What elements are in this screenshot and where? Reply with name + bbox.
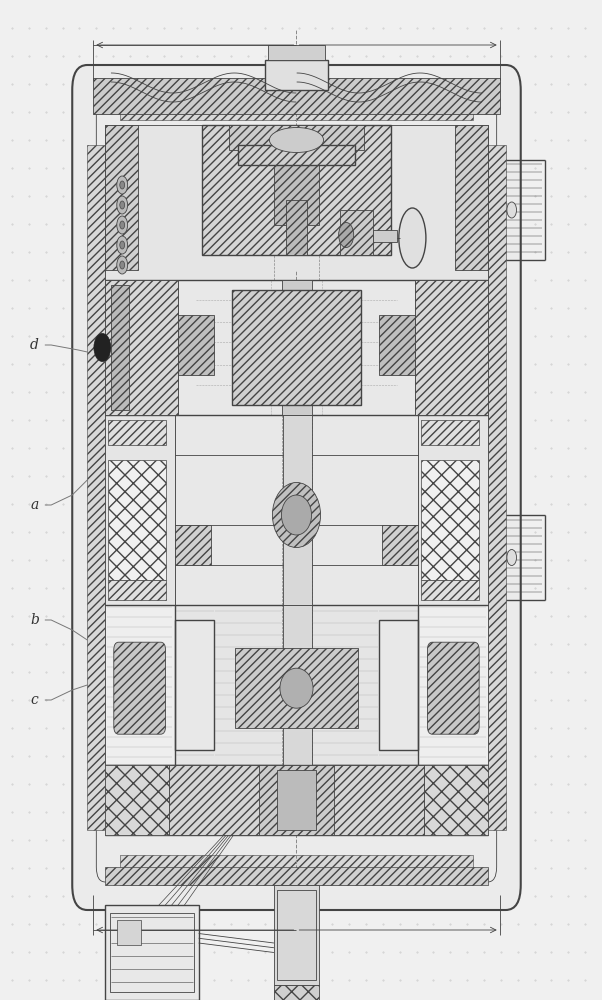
Bar <box>229 125 364 150</box>
Bar <box>105 905 199 1000</box>
Bar <box>274 985 319 1000</box>
Bar <box>379 620 418 750</box>
Bar <box>105 765 488 835</box>
Bar <box>283 415 312 605</box>
Bar <box>421 420 479 445</box>
Circle shape <box>120 241 125 249</box>
Ellipse shape <box>273 483 320 548</box>
Bar <box>235 648 358 728</box>
Bar <box>283 605 312 765</box>
Bar <box>105 867 488 885</box>
Bar <box>105 415 175 605</box>
Circle shape <box>94 334 111 361</box>
FancyBboxPatch shape <box>427 642 479 734</box>
Circle shape <box>507 550 517 566</box>
Bar <box>93 78 500 114</box>
Text: a: a <box>30 498 39 512</box>
Circle shape <box>117 196 128 214</box>
Bar <box>379 315 415 375</box>
Circle shape <box>120 221 125 229</box>
Bar <box>265 60 328 90</box>
Bar <box>238 145 355 165</box>
Bar <box>418 415 488 605</box>
Bar <box>488 145 506 830</box>
Bar <box>105 280 178 415</box>
Bar <box>373 230 397 242</box>
Bar <box>120 855 473 885</box>
Circle shape <box>120 201 125 209</box>
Bar <box>277 890 316 980</box>
Bar <box>169 765 424 835</box>
Bar <box>340 210 373 255</box>
Text: b: b <box>30 613 39 627</box>
Bar <box>108 420 166 445</box>
Bar <box>415 280 488 415</box>
Text: d: d <box>30 338 39 352</box>
Circle shape <box>120 181 125 189</box>
Bar <box>277 770 316 830</box>
Circle shape <box>120 261 125 269</box>
Bar <box>274 165 319 225</box>
Bar <box>282 280 312 415</box>
Bar <box>175 415 418 605</box>
FancyBboxPatch shape <box>72 65 521 910</box>
Bar <box>110 913 194 992</box>
Bar <box>105 125 138 270</box>
Bar <box>87 145 105 830</box>
Bar <box>178 280 415 415</box>
FancyBboxPatch shape <box>114 642 166 734</box>
Bar <box>421 580 479 600</box>
Bar <box>108 460 166 580</box>
Polygon shape <box>382 525 418 565</box>
Circle shape <box>117 176 128 194</box>
Ellipse shape <box>338 223 353 247</box>
Bar <box>117 920 141 945</box>
Bar <box>424 765 488 835</box>
Bar <box>421 460 479 580</box>
Bar <box>175 605 418 765</box>
Bar <box>111 285 129 410</box>
Circle shape <box>117 236 128 254</box>
Bar <box>418 605 488 765</box>
Bar <box>105 605 175 765</box>
Bar <box>175 620 214 750</box>
Ellipse shape <box>280 668 313 708</box>
Text: c: c <box>30 693 38 707</box>
Bar <box>286 200 307 255</box>
Bar <box>259 765 334 835</box>
Ellipse shape <box>399 208 426 268</box>
Circle shape <box>507 202 517 218</box>
Bar <box>178 315 214 375</box>
Bar <box>105 125 488 280</box>
Ellipse shape <box>270 127 324 152</box>
Circle shape <box>117 216 128 234</box>
Bar <box>268 45 325 60</box>
Circle shape <box>117 256 128 274</box>
Polygon shape <box>268 140 325 165</box>
Bar <box>455 125 488 270</box>
Bar <box>202 125 391 255</box>
Bar <box>232 290 361 405</box>
Bar <box>274 885 319 985</box>
Bar <box>105 765 169 835</box>
Bar <box>120 90 473 120</box>
Ellipse shape <box>282 495 312 535</box>
Polygon shape <box>175 525 211 565</box>
Bar <box>108 580 166 600</box>
